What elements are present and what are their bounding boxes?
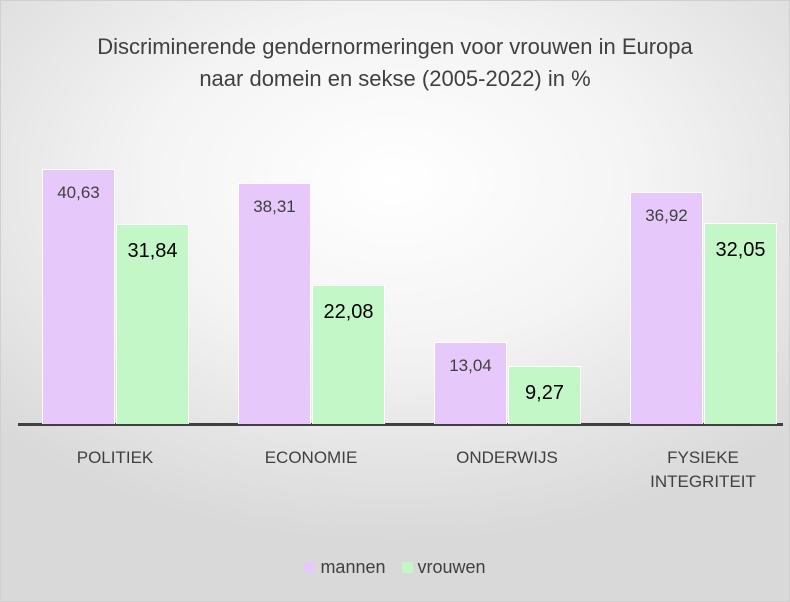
legend-label: vrouwen (417, 557, 486, 577)
legend-swatch (401, 562, 413, 573)
value-label: 22,08 (323, 301, 374, 324)
legend-item: vrouwen (401, 557, 486, 578)
legend-swatch (304, 562, 316, 573)
bar (508, 365, 581, 424)
legend-item: mannen (304, 557, 386, 578)
bar (630, 192, 703, 424)
value-label: 38,31 (253, 197, 296, 217)
value-label: 36,92 (645, 206, 688, 226)
value-label: 31,84 (127, 240, 178, 263)
bar (312, 285, 385, 424)
bar (42, 168, 115, 424)
value-label: 32,05 (715, 238, 766, 261)
x-tick-label: POLITIEK (76, 448, 154, 467)
x-tick-label: ECONOMIE (264, 448, 358, 467)
value-label: 13,04 (449, 356, 492, 376)
bar (434, 342, 507, 424)
bar (704, 222, 777, 424)
x-tick-label: ONDERWIJS (456, 448, 558, 467)
bar (116, 224, 189, 424)
bar (238, 183, 311, 424)
legend-label: mannen (320, 557, 386, 577)
legend: mannen vrouwen (1, 557, 789, 578)
value-label: 9,27 (525, 381, 564, 404)
chart-title: Discriminerende gendernormeringen voor v… (97, 34, 693, 91)
value-label: 40,63 (57, 182, 100, 202)
x-tick-label: FYSIEKE INTEGRITEIT (650, 448, 756, 491)
baseline (18, 423, 783, 426)
